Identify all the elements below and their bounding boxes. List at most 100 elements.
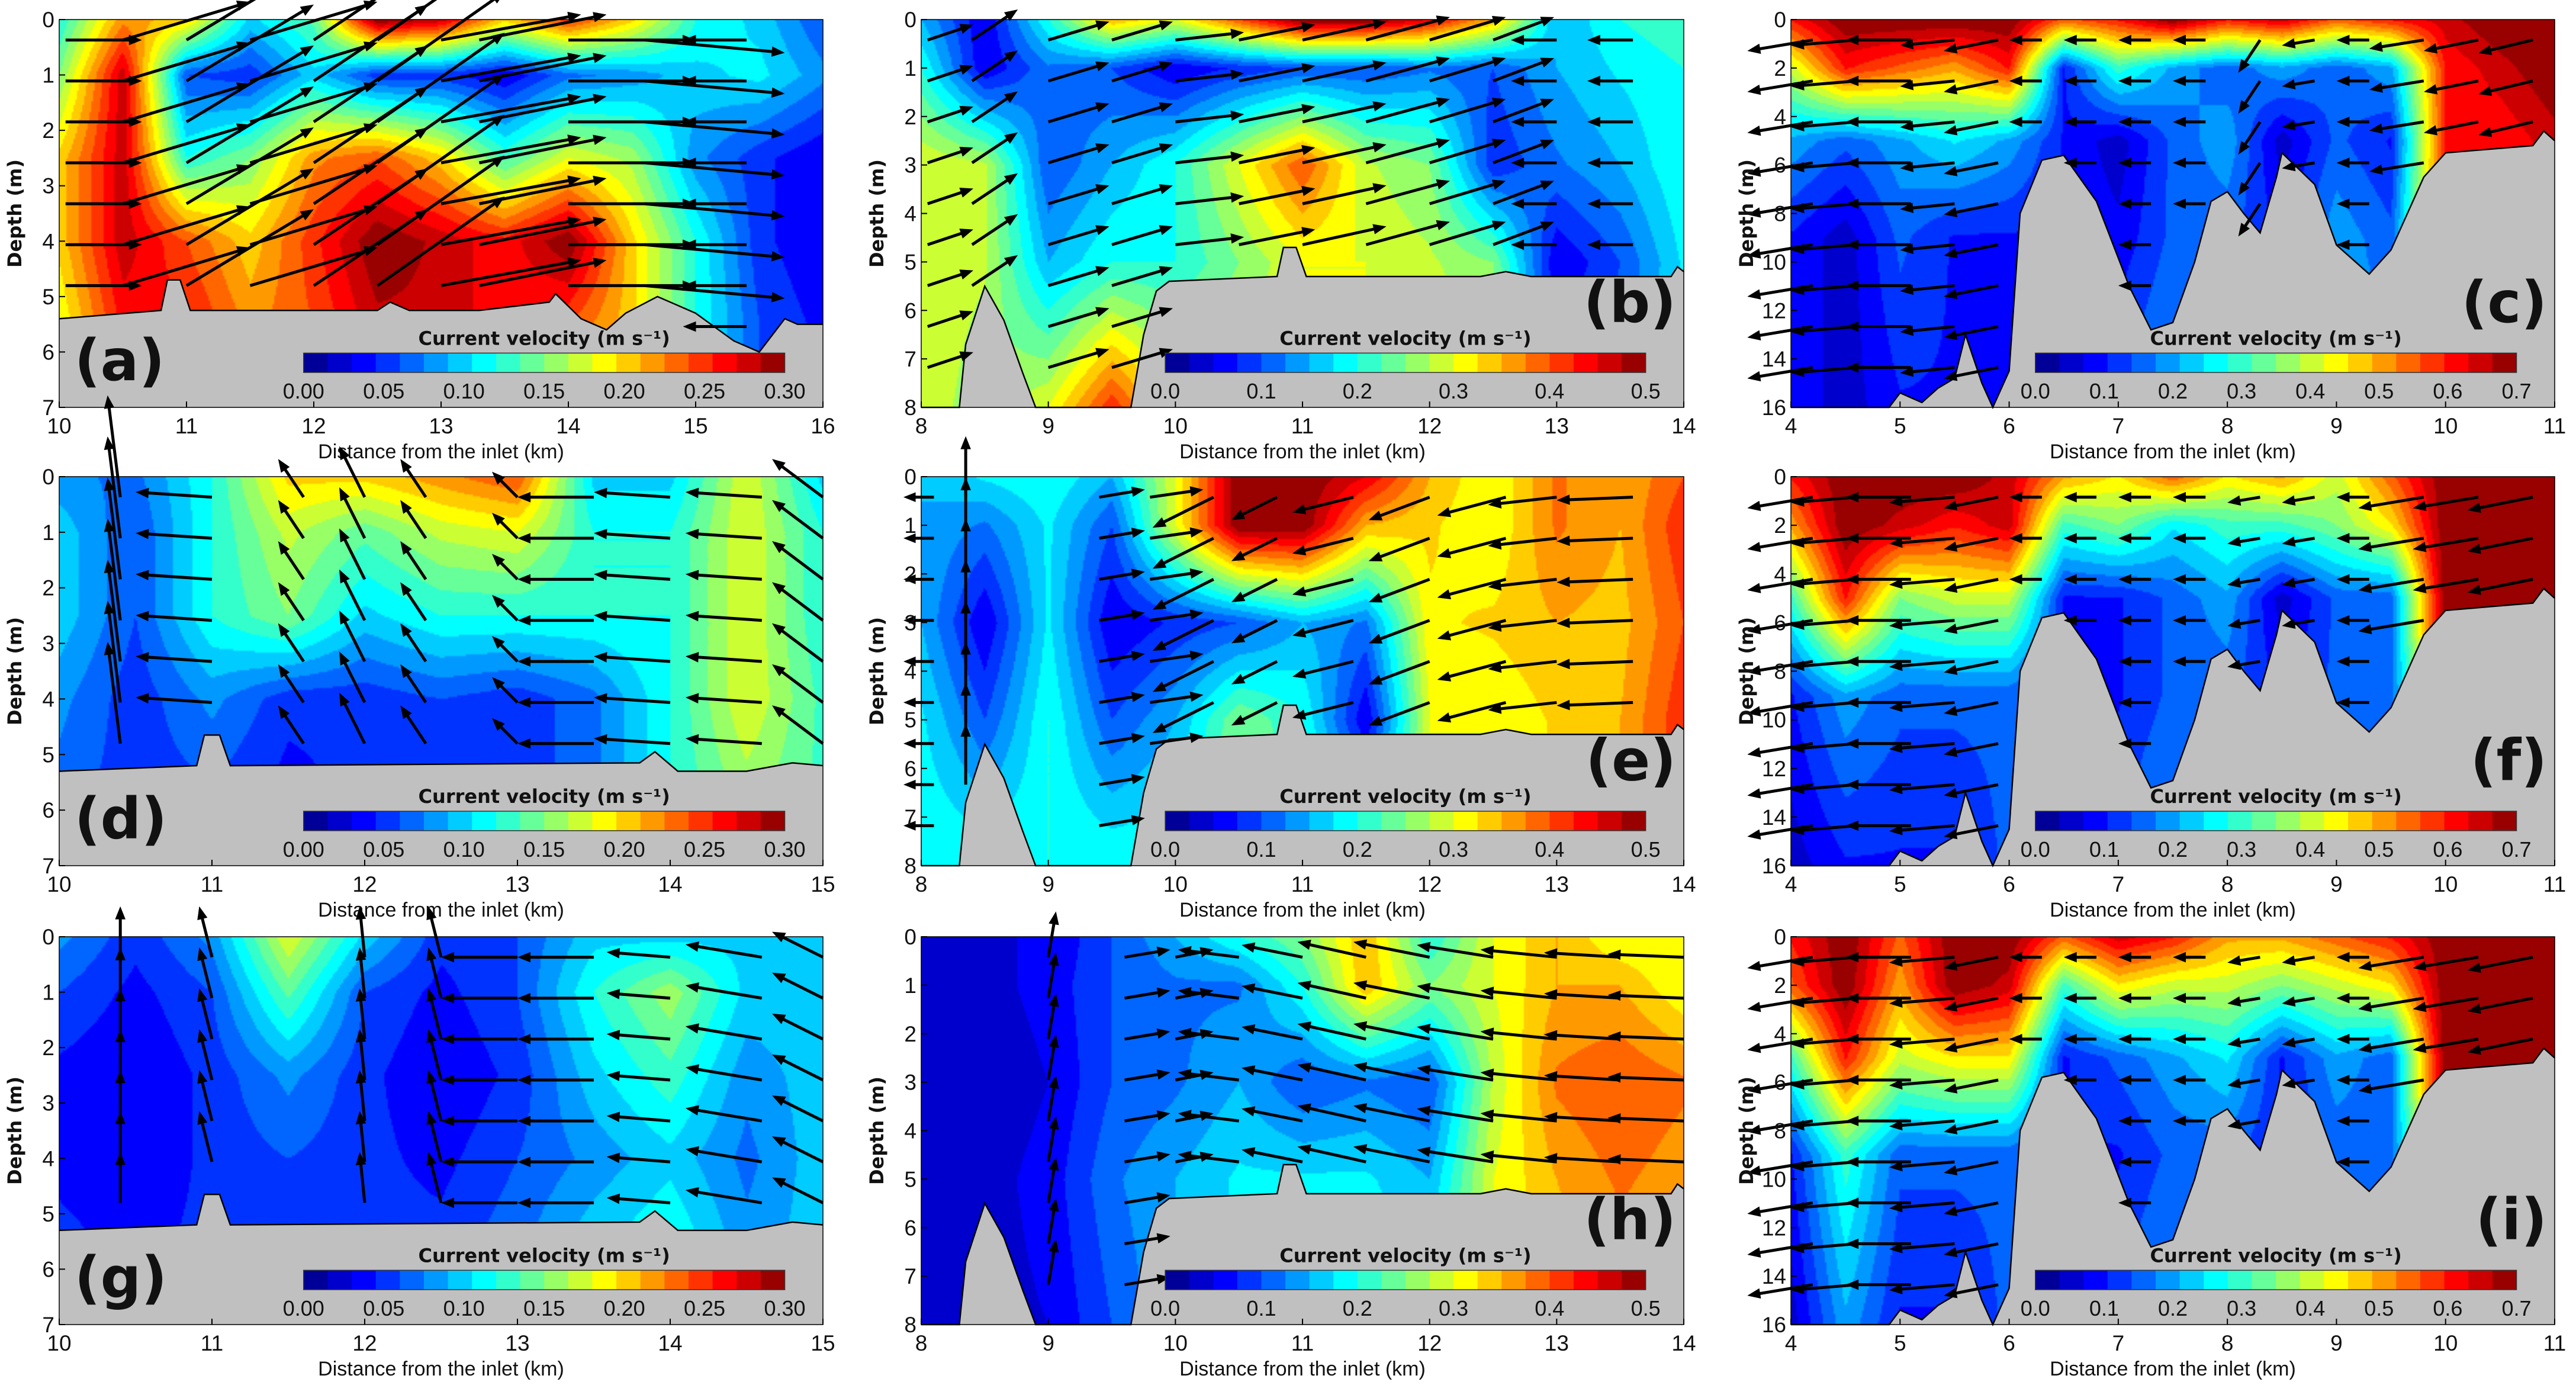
colorbar-swatch bbox=[448, 811, 472, 831]
colorbar-tick-label: 0.4 bbox=[2295, 837, 2325, 862]
velocity-arrow bbox=[1798, 1201, 1857, 1210]
velocity-arrow bbox=[644, 120, 777, 136]
x-tick-label: 15 bbox=[811, 1331, 835, 1355]
arrow-head bbox=[136, 570, 149, 581]
velocity-arrow bbox=[107, 403, 122, 497]
arrow-head bbox=[1488, 580, 1502, 591]
colorbar-swatch bbox=[1453, 811, 1478, 831]
arrow-head bbox=[1159, 307, 1173, 317]
velocity-arrows bbox=[115, 906, 824, 1209]
arrow-head bbox=[1543, 989, 1558, 1000]
arrow-head bbox=[1791, 326, 1805, 336]
arrow-head bbox=[1889, 578, 1903, 589]
colorbar-swatch bbox=[1357, 353, 1382, 373]
colorbar-tick-label: 0.1 bbox=[2089, 379, 2119, 403]
arrow-head bbox=[136, 529, 149, 539]
velocity-arrow bbox=[1908, 284, 1955, 292]
arrow-head bbox=[1004, 214, 1018, 226]
colorbar-swatch bbox=[1261, 811, 1286, 831]
arrow-head bbox=[2358, 624, 2372, 635]
velocity-arrow bbox=[143, 655, 213, 663]
velocity-arrow bbox=[1304, 983, 1366, 1000]
arrow-head bbox=[1540, 221, 1555, 232]
y-tick-label: 7 bbox=[904, 805, 916, 830]
arrow-head bbox=[771, 210, 785, 221]
velocity-arrow bbox=[1951, 742, 1999, 755]
arrow-head bbox=[1436, 56, 1451, 67]
velocity-arrow bbox=[1239, 24, 1308, 42]
colorbar-swatch bbox=[1357, 811, 1382, 831]
velocity-arrow bbox=[602, 573, 671, 581]
arrow-head bbox=[1436, 15, 1451, 26]
arrow-head bbox=[1437, 671, 1452, 682]
velocity-arrow bbox=[1951, 660, 1999, 673]
arrow-head bbox=[400, 500, 412, 514]
colorbar-frame bbox=[1165, 352, 1646, 373]
arrow-head bbox=[1488, 703, 1502, 714]
y-tick-label: 8 bbox=[1774, 202, 1786, 226]
arrow-head bbox=[1131, 774, 1145, 785]
velocity-arrow bbox=[777, 462, 824, 499]
velocity-arrow bbox=[1896, 956, 1955, 964]
velocity-arrow bbox=[1099, 776, 1138, 786]
arrow-head bbox=[1556, 494, 1570, 505]
bathymetry-fill bbox=[1791, 131, 2555, 407]
arrow-head bbox=[1436, 179, 1451, 189]
colorbar-tick-label: 0.3 bbox=[1439, 1296, 1468, 1320]
velocity-arrow bbox=[1365, 99, 1443, 124]
colorbar-tick-label: 0.20 bbox=[604, 837, 645, 862]
arrow-head bbox=[1791, 1120, 1805, 1131]
velocity-arrow bbox=[644, 202, 777, 217]
velocity-arrow bbox=[359, 1159, 366, 1203]
colorbar-swatch bbox=[1333, 353, 1358, 373]
velocity-arrow bbox=[1047, 350, 1102, 369]
velocity-arrow bbox=[1496, 619, 1557, 629]
x-tick-label: 11 bbox=[201, 1331, 223, 1355]
arrow-head bbox=[772, 705, 786, 718]
arrow-head bbox=[1944, 371, 1958, 381]
velocity-arrow bbox=[2365, 1078, 2424, 1091]
y-tick-label: 4 bbox=[1774, 1022, 1786, 1046]
velocity-arrow bbox=[1496, 700, 1557, 711]
velocity-arrow bbox=[1488, 1030, 1557, 1041]
arrow-head bbox=[2413, 500, 2427, 512]
arrow-head bbox=[1004, 91, 1018, 103]
colorbar-swatch bbox=[664, 811, 689, 831]
arrow-head bbox=[2282, 577, 2296, 588]
arrow-head bbox=[300, 209, 314, 221]
velocity-arrow bbox=[1493, 59, 1548, 83]
colorbar-swatch bbox=[1429, 811, 1454, 831]
arrow-head bbox=[2238, 223, 2250, 237]
arrow-head bbox=[1480, 1027, 1494, 1038]
velocity-arrow bbox=[359, 1078, 366, 1121]
arrow-head bbox=[772, 582, 786, 594]
colorbar-tick-label: 0.2 bbox=[2158, 1296, 2188, 1320]
x-tick-label: 14 bbox=[658, 1331, 682, 1355]
y-tick-label: 0 bbox=[1774, 465, 1786, 489]
velocity-arrow bbox=[440, 178, 574, 205]
arrow-head bbox=[1301, 186, 1316, 197]
arrow-head bbox=[339, 610, 350, 625]
arrow-head bbox=[2282, 160, 2296, 172]
arrow-head bbox=[2336, 1116, 2350, 1126]
velocity-arrow bbox=[1896, 1283, 1955, 1291]
y-tick-label: 10 bbox=[1762, 708, 1786, 732]
arrow-head bbox=[115, 906, 126, 920]
colorbar-swatch bbox=[2372, 811, 2397, 831]
arrow-head bbox=[1189, 732, 1204, 743]
colorbar-swatch bbox=[400, 811, 424, 831]
colorbar-tick-label: 0.5 bbox=[1631, 379, 1661, 403]
arrow-head bbox=[492, 718, 505, 731]
velocity-arrow bbox=[200, 1077, 214, 1121]
velocity-arrow bbox=[1951, 496, 1999, 508]
x-tick-label: 13 bbox=[505, 1331, 529, 1355]
arrow-head bbox=[2118, 1156, 2131, 1168]
arrow-head bbox=[2369, 41, 2383, 52]
arrow-head bbox=[2423, 84, 2438, 95]
velocity-arrow bbox=[1047, 186, 1102, 205]
arrow-head bbox=[1900, 203, 1914, 213]
velocity-arrow bbox=[1361, 1065, 1430, 1082]
velocity-arrow bbox=[1951, 577, 1999, 590]
arrow-head bbox=[772, 1136, 786, 1147]
arrow-head bbox=[1159, 184, 1173, 194]
